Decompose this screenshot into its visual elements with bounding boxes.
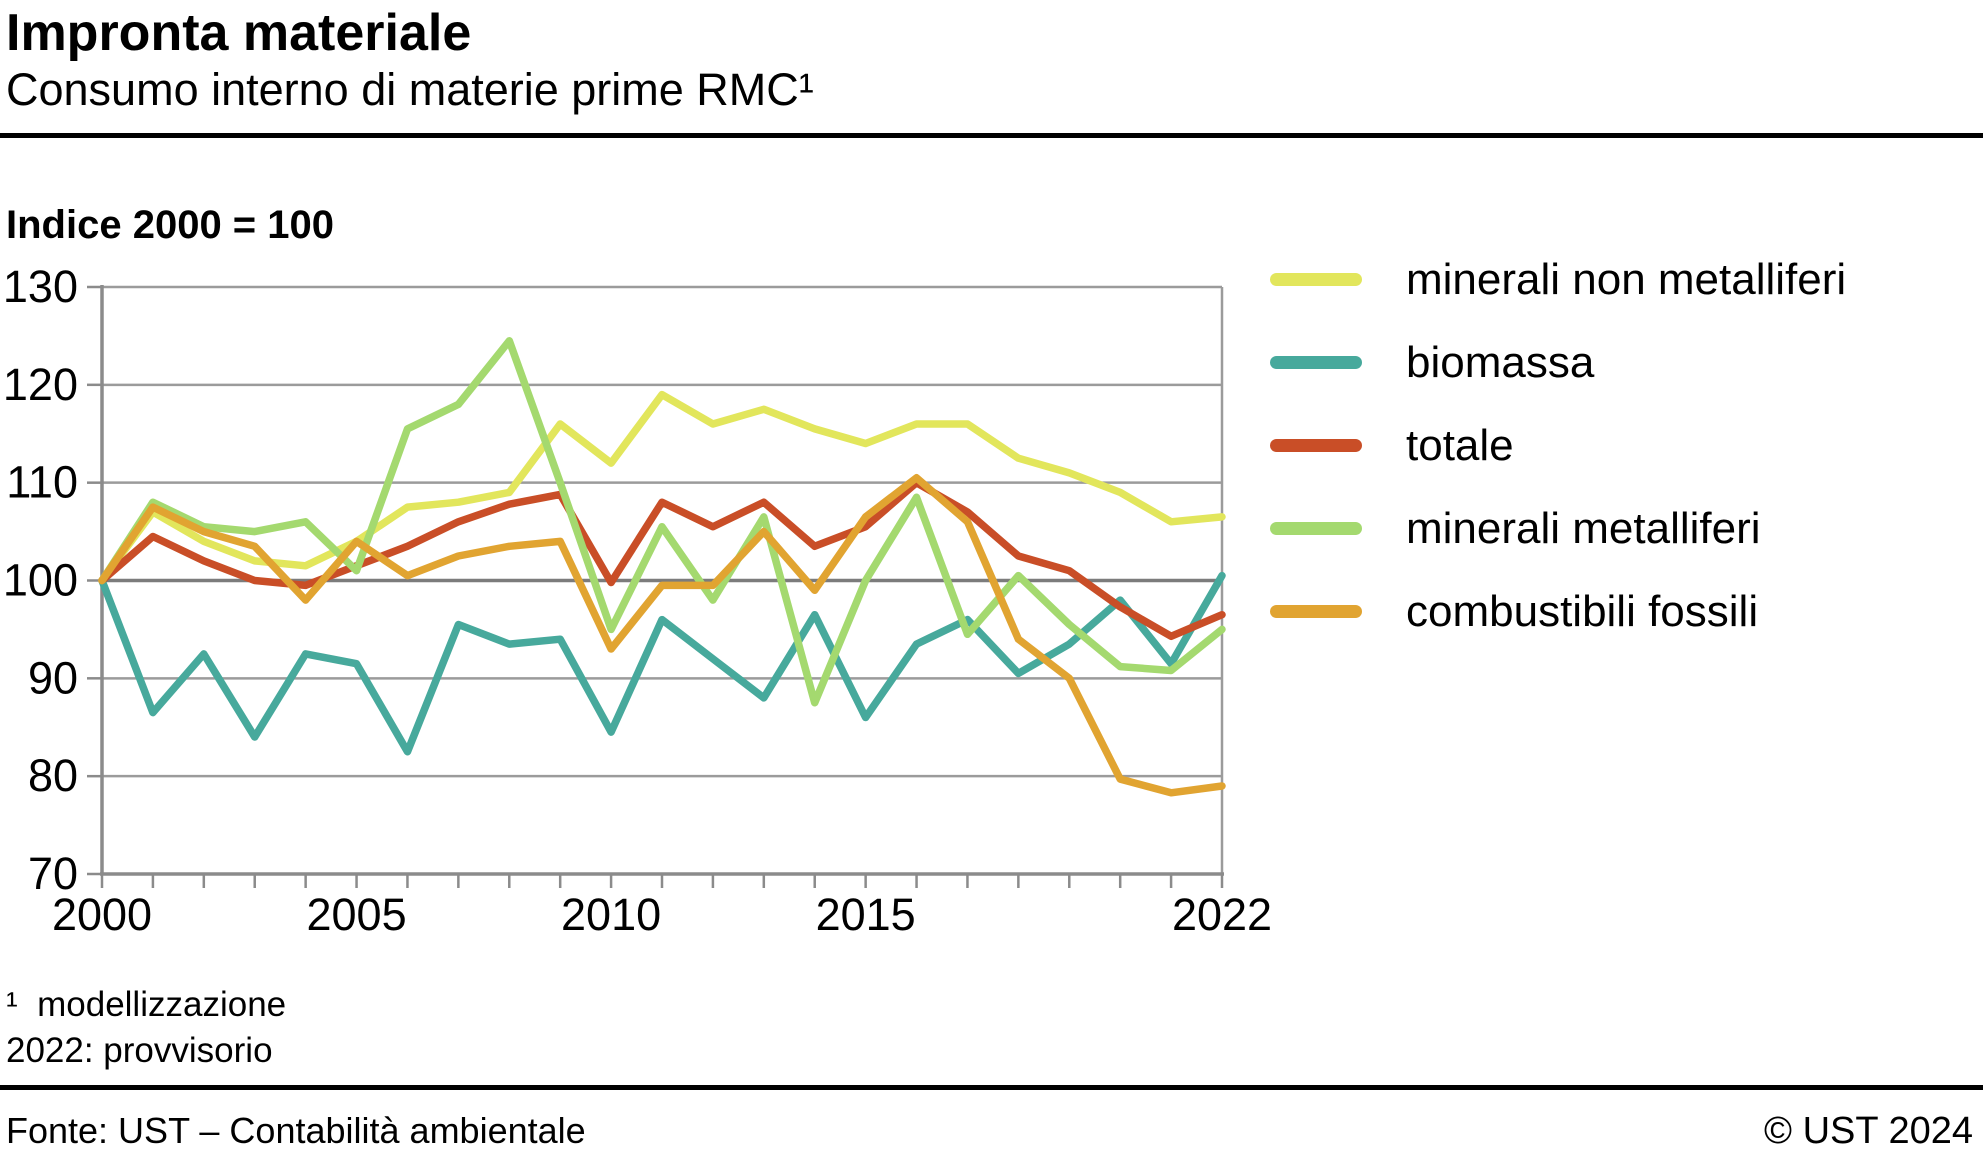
y-tick-label: 110	[6, 457, 78, 508]
y-tick-label: 100	[3, 555, 78, 606]
legend-label: minerali metalliferi	[1406, 503, 1761, 553]
y-tick-label: 120	[3, 359, 78, 410]
series-line-minerali-metalliferi	[98, 337, 1226, 707]
x-tick-label: 2000	[52, 889, 152, 940]
legend-swatch	[1270, 605, 1362, 618]
y-tick-label: 80	[28, 750, 78, 801]
legend-swatch	[1270, 356, 1362, 369]
y-tick-label: 70	[28, 848, 78, 899]
legend-item-combustibili-fossili: combustibili fossili	[1270, 570, 1846, 653]
footnote-provvisorio: 2022: provvisorio	[6, 1031, 273, 1070]
y-tick-label: 130	[3, 261, 78, 312]
legend-swatch	[1270, 522, 1362, 535]
legend-swatch	[1270, 273, 1362, 286]
series-line-minerali-non-metalliferi	[98, 390, 1226, 585]
legend-label: combustibili fossili	[1406, 586, 1759, 636]
legend-item-totale: totale	[1270, 404, 1846, 487]
axis-unit-label: Indice 2000 = 100	[6, 203, 335, 247]
legend-label: minerali non metalliferi	[1406, 254, 1847, 304]
legend-label: biomassa	[1406, 337, 1595, 387]
header-divider	[0, 133, 1983, 138]
x-tick-label: 2005	[306, 889, 406, 940]
page-subtitle: Consumo interno di materie prime RMC¹	[6, 64, 814, 115]
copyright-label: © UST 2024	[1764, 1110, 1973, 1152]
x-tick-label: 2015	[816, 889, 916, 940]
chart-legend: minerali non metalliferi biomassa totale…	[1270, 238, 1846, 653]
footnote-modellizzazione: ¹ modellizzazione	[6, 985, 287, 1024]
legend-item-biomassa: biomassa	[1270, 321, 1846, 404]
footer-divider	[0, 1085, 1983, 1090]
legend-swatch	[1270, 439, 1362, 452]
series-line-biomassa	[98, 571, 1226, 756]
source-label: Fonte: UST – Contabilità ambientale	[6, 1110, 586, 1151]
page-title: Impronta materiale	[6, 4, 472, 62]
x-tick-label: 2010	[561, 889, 661, 940]
legend-item-minerali-metalliferi: minerali metalliferi	[1270, 487, 1846, 570]
legend-item-minerali-non-metalliferi: minerali non metalliferi	[1270, 238, 1846, 321]
series-line-combustibili-fossili	[98, 474, 1226, 797]
y-tick-label: 90	[28, 652, 78, 703]
x-tick-label: 2022	[1172, 889, 1272, 940]
legend-label: totale	[1406, 420, 1514, 470]
